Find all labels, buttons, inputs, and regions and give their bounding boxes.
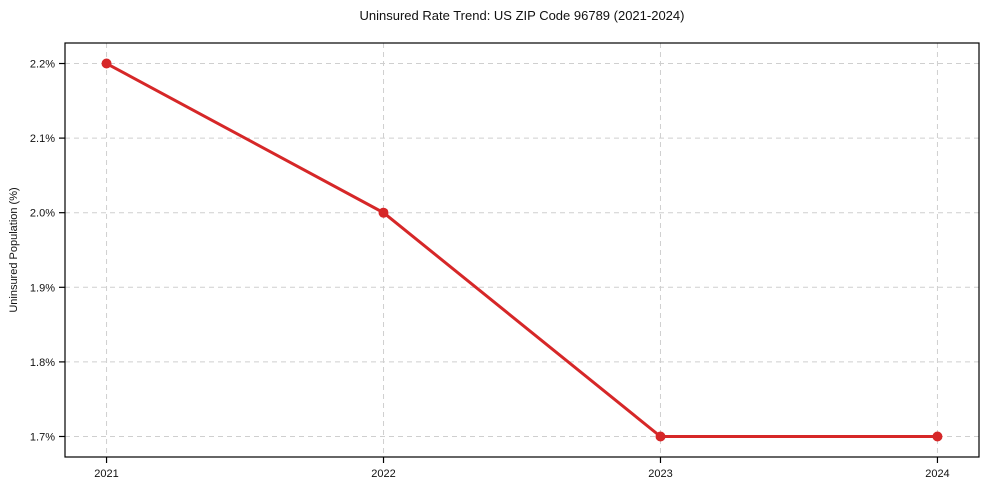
y-tick-label: 2.2% [30, 59, 55, 71]
data-point [655, 431, 666, 442]
y-tick-label: 1.8% [30, 357, 55, 369]
x-tick-label: 2022 [371, 468, 395, 480]
x-tick-label: 2024 [925, 468, 949, 480]
y-tick-label: 1.9% [30, 282, 55, 294]
data-point [378, 207, 389, 218]
y-tick-label: 2.1% [30, 133, 55, 145]
chart-title: Uninsured Rate Trend: US ZIP Code 96789 … [359, 8, 685, 23]
data-point [932, 431, 943, 442]
trend-line [105, 62, 939, 438]
x-tick-label: 2021 [94, 468, 118, 480]
y-tick-label: 2.0% [30, 208, 55, 220]
y-tick-label: 1.7% [30, 431, 55, 443]
data-point [101, 58, 112, 69]
x-tick-label: 2023 [648, 468, 672, 480]
plot-border [64, 42, 980, 458]
